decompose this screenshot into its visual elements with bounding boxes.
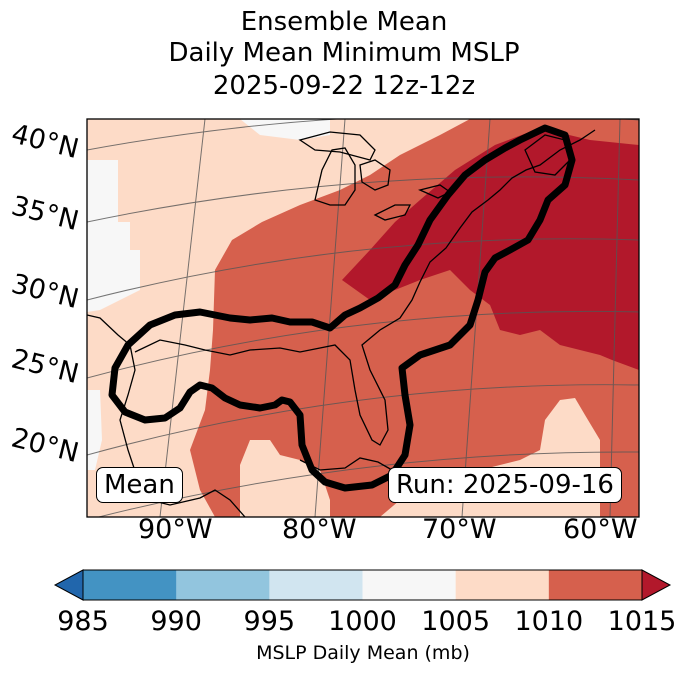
colorbar-tick-label: 1000 [328,606,397,637]
colorbar-segment [362,570,457,600]
lon-label-90w: 90°W [138,514,213,545]
map-field [87,119,639,517]
gridline-lat-35 [87,176,639,223]
colorbar-segment [548,570,643,600]
lon-label-70w: 70°W [422,514,497,545]
lon-label-80w: 80°W [282,514,357,545]
colorbar-segment [455,570,550,600]
map-frame [86,118,640,518]
gridline-lat-20 [87,384,639,456]
title-line-2: Daily Mean Minimum MSLP [168,38,520,68]
lake-huron [359,159,391,191]
lake-superior [298,131,376,161]
lake-erie [373,204,412,221]
gridline-lat-25 [87,310,639,379]
field-1000-1005-north [240,119,330,140]
lon-label-60w: 60°W [563,514,638,545]
gridline-lon-60 [609,119,621,517]
lake-michigan [314,147,356,206]
colorbar-segment [176,570,270,600]
gridline-lon-90 [159,119,206,517]
colorbar-extend-low [53,569,84,601]
probability-contour [108,124,576,492]
colorbar-extend-high [641,569,672,601]
gridline-lat-30 [87,238,639,301]
gridline-lon-70 [461,119,491,517]
gridline-lon-80 [314,119,346,517]
colorbar-frame [82,569,643,601]
colorbar-label: MSLP Daily Mean (mb) [256,642,470,664]
coastline-mexico [87,314,246,517]
coastline-cuba [299,457,393,471]
colorbar-tick-label: 1005 [421,606,491,637]
title-line-1: Ensemble Mean [240,7,448,37]
colorbar-tick-label: 1015 [607,606,677,637]
colorbar-tick-label: 985 [57,606,109,637]
run-label-box: Run: 2025-09-16 [388,467,622,503]
field-1000-1005-west [87,160,140,312]
colorbar-tick-label: 995 [243,606,296,637]
colorbar-tick-label: 1010 [514,606,584,637]
coastline-us-gulf-east [134,129,596,446]
colorbar-segment [83,570,177,600]
gridlines [87,119,639,517]
title-line-3: 2025-09-22 12z-12z [212,71,476,101]
colorbar-segment [269,570,363,600]
coastlines [87,129,596,517]
mean-label-box: Mean [96,467,183,503]
colorbar-tick-label: 990 [150,606,202,637]
gridline-lat-40 [87,119,639,151]
field-1000-1005-gulf [87,390,102,470]
